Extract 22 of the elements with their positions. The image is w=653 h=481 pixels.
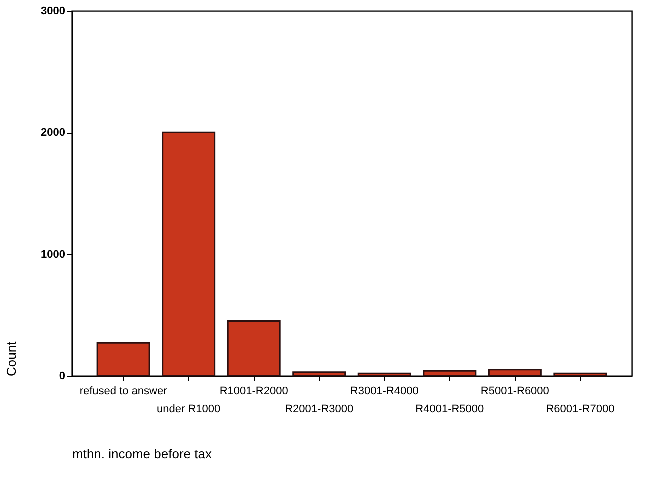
bar xyxy=(488,369,542,377)
x-tick-label: R1001-R2000 xyxy=(220,386,288,398)
x-tick-label: R2001-R3000 xyxy=(285,404,354,416)
x-tick-label: under R1000 xyxy=(157,404,221,416)
bar xyxy=(162,132,216,377)
y-tick-label: 3000 xyxy=(41,6,66,18)
x-axis-title: mthn. income before tax xyxy=(72,446,212,462)
y-tick-label: 0 xyxy=(59,370,66,382)
bar xyxy=(292,372,346,377)
bar xyxy=(96,342,150,377)
x-tick-label: R6001-R7000 xyxy=(546,404,615,416)
x-tick-label: R5001-R6000 xyxy=(480,386,550,398)
y-tick-label: 1000 xyxy=(41,248,66,261)
y-tick-label: 2000 xyxy=(41,127,66,140)
x-tick-label: R3001-R4000 xyxy=(350,386,419,398)
bar xyxy=(423,370,477,377)
bar xyxy=(358,372,412,377)
y-axis-title: Count xyxy=(4,341,20,376)
bar xyxy=(227,320,281,377)
bar xyxy=(554,372,608,377)
x-tick-label: refused to answer xyxy=(80,386,168,398)
x-tick-label: R4001-R5000 xyxy=(416,404,484,416)
